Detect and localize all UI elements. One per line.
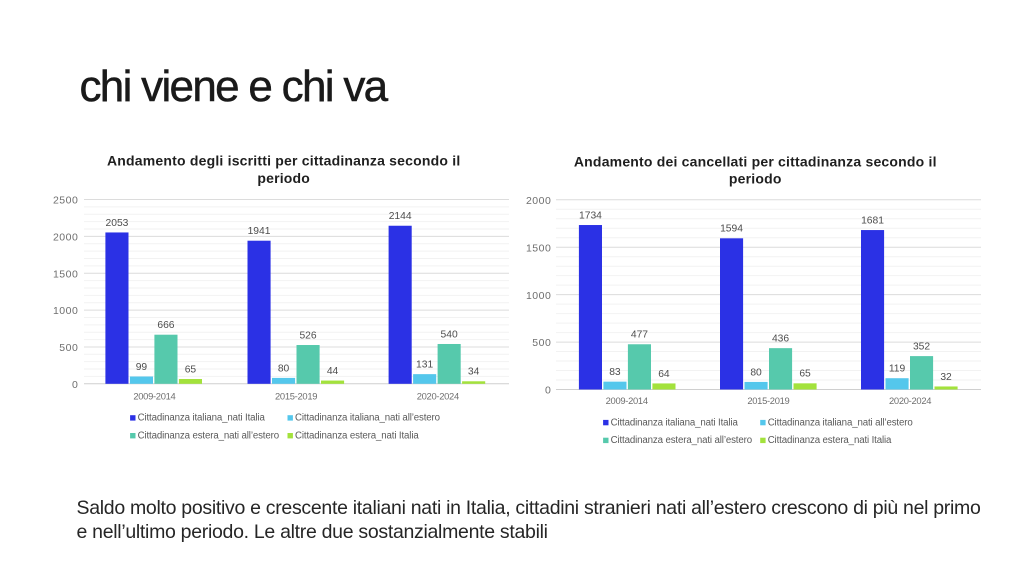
svg-text:2015-2019: 2015-2019 (275, 390, 317, 401)
svg-text:2000: 2000 (526, 195, 551, 207)
svg-text:Cittadinanza estera_nati all’e: Cittadinanza estera_nati all’estero (138, 430, 279, 441)
svg-text:2144: 2144 (389, 211, 412, 222)
svg-text:2500: 2500 (53, 195, 78, 207)
svg-text:500: 500 (532, 337, 551, 349)
svg-text:Cittadinanza italiana_nati all: Cittadinanza italiana_nati all’estero (768, 417, 913, 428)
svg-text:periodo: periodo (257, 170, 310, 186)
svg-text:526: 526 (299, 330, 316, 341)
svg-text:0: 0 (72, 379, 78, 391)
svg-text:2009-2014: 2009-2014 (606, 395, 648, 406)
svg-text:119: 119 (889, 364, 906, 375)
svg-text:2000: 2000 (53, 231, 78, 243)
svg-text:1941: 1941 (248, 226, 271, 237)
svg-text:80: 80 (750, 367, 762, 378)
svg-text:Cittadinanza italiana_nati Ita: Cittadinanza italiana_nati Italia (611, 417, 739, 428)
svg-text:periodo: periodo (729, 171, 782, 187)
svg-text:1734: 1734 (579, 210, 602, 221)
svg-text:666: 666 (157, 320, 174, 331)
svg-text:Cittadinanza italiana_nati all: Cittadinanza italiana_nati all’estero (295, 413, 440, 424)
svg-text:65: 65 (799, 369, 811, 380)
svg-text:540: 540 (441, 329, 458, 340)
svg-text:Cittadinanza italiana_nati Ita: Cittadinanza italiana_nati Italia (138, 413, 266, 424)
svg-text:80: 80 (278, 363, 290, 374)
svg-text:Cittadinanza estera_nati Itali: Cittadinanza estera_nati Italia (295, 430, 419, 441)
svg-text:2020-2024: 2020-2024 (417, 390, 459, 401)
svg-text:34: 34 (468, 367, 480, 378)
svg-text:32: 32 (940, 372, 952, 383)
svg-text:500: 500 (59, 342, 78, 354)
svg-text:2009-2014: 2009-2014 (133, 390, 175, 401)
svg-text:Saldo molto positivo e crescen: Saldo molto positivo e crescente italian… (77, 497, 981, 519)
svg-text:44: 44 (327, 366, 339, 377)
svg-text:1500: 1500 (526, 242, 551, 254)
svg-text:1594: 1594 (720, 224, 743, 235)
svg-text:chi viene e chi va: chi viene e chi va (80, 62, 389, 111)
svg-text:Andamento dei cancellati per c: Andamento dei cancellati per cittadinanz… (574, 153, 937, 169)
svg-text:2020-2024: 2020-2024 (889, 395, 931, 406)
svg-text:0: 0 (545, 385, 551, 397)
svg-text:1000: 1000 (53, 305, 78, 317)
svg-text:Cittadinanza estera_nati Itali: Cittadinanza estera_nati Italia (768, 435, 892, 446)
svg-text:65: 65 (185, 364, 197, 375)
svg-text:436: 436 (772, 334, 789, 345)
svg-text:1500: 1500 (53, 268, 78, 280)
svg-text:1681: 1681 (861, 215, 884, 226)
svg-text:64: 64 (658, 369, 670, 380)
svg-text:477: 477 (631, 330, 648, 341)
svg-text:Andamento degli iscritti per c: Andamento degli iscritti per cittadinanz… (107, 153, 460, 169)
svg-text:2053: 2053 (105, 218, 128, 229)
svg-text:Cittadinanza estera_nati all’e: Cittadinanza estera_nati all’estero (611, 435, 752, 446)
svg-text:99: 99 (136, 362, 148, 373)
svg-text:131: 131 (416, 360, 433, 371)
svg-text:2015-2019: 2015-2019 (747, 395, 789, 406)
svg-text:1000: 1000 (526, 290, 551, 302)
svg-text:e nell’ultimo periodo. Le altr: e nell’ultimo periodo. Le altre due sost… (77, 521, 548, 543)
svg-text:83: 83 (609, 367, 621, 378)
svg-text:352: 352 (913, 342, 930, 353)
